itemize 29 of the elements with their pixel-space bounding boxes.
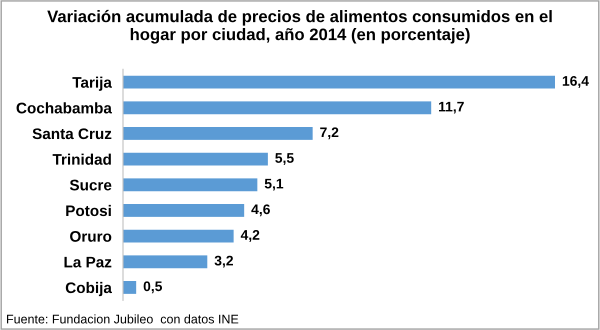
- y-tick-label: Sucre: [70, 180, 112, 190]
- bar: [123, 101, 432, 114]
- data-label: 5,1: [264, 178, 284, 191]
- bar: [123, 152, 268, 166]
- y-tick-label: Trinidad: [52, 154, 111, 165]
- data-label: 7,2: [320, 127, 338, 140]
- data-label: 11,7: [439, 102, 464, 114]
- bar: [123, 255, 208, 268]
- source-note: Fuente: Fundacion Jubileo con datos INE: [7, 314, 238, 324]
- y-tick-label: Cobija: [66, 282, 112, 296]
- y-tick-label: Tarija: [72, 76, 112, 91]
- data-label: 4,2: [240, 230, 260, 242]
- bar: [123, 127, 313, 140]
- bar: [123, 281, 136, 294]
- data-label: 4,6: [251, 204, 270, 216]
- y-tick-label: Cochabamba: [16, 102, 112, 114]
- bar: [123, 230, 234, 243]
- chart-title: Variación acumulada de precios de alimentos consumidos en el hogar por ciudad, año 2014 (en porcentaje): [47, 10, 552, 44]
- bar: [123, 178, 258, 192]
- data-label: 5,5: [275, 153, 294, 165]
- y-tick-label: La Paz: [64, 256, 112, 268]
- y-tick-label: Potosi: [66, 204, 111, 216]
- bar: [123, 76, 555, 89]
- y-tick-label: Santa Cruz: [32, 128, 112, 140]
- data-label: 16,4: [562, 76, 589, 88]
- data-label: 0,5: [144, 281, 162, 294]
- bar: [123, 204, 244, 217]
- data-label: 3,2: [214, 256, 233, 268]
- y-tick-label: Oruro: [70, 231, 112, 242]
